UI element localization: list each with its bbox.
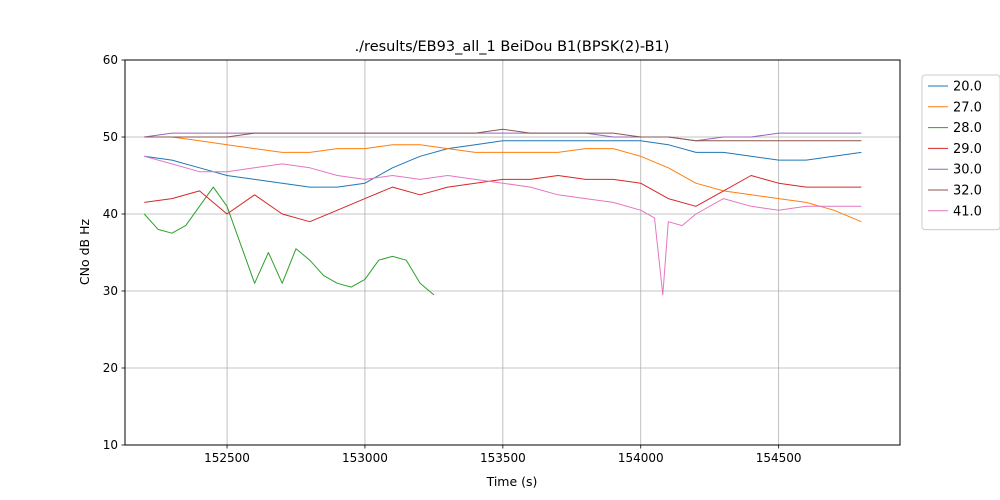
series-line-32-0	[144, 128, 862, 142]
chart-title: ./results/EB93_all_1 BeiDou B1(BPSK(2)-B…	[355, 39, 670, 55]
legend-frame	[921, 74, 1000, 231]
y-tick-label: 10	[103, 438, 118, 452]
series-line-28-0	[143, 186, 435, 296]
legend-label: 32.0	[953, 184, 982, 199]
legend-label: 41.0	[953, 204, 982, 219]
x-tick-label: 153500	[480, 451, 526, 465]
legend: 20.0 27.0 28.0 29.0 30.0 32.0 41.0	[921, 74, 1000, 231]
series-line-20-0	[144, 140, 862, 188]
legend-label: 27.0	[953, 100, 982, 115]
x-tick-label: 153000	[342, 451, 388, 465]
y-tick-label: 40	[103, 207, 118, 221]
x-axis-ticks: 152500 153000 153500 154000 154500	[204, 445, 802, 465]
series-line-29-0	[144, 175, 862, 223]
y-tick-label: 60	[103, 53, 118, 67]
y-tick-label: 20	[103, 361, 118, 375]
x-tick-label: 154000	[618, 451, 664, 465]
x-tick-label: 154500	[756, 451, 802, 465]
series-lines	[143, 128, 862, 296]
legend-label: 28.0	[953, 121, 982, 136]
series-line-27-0	[144, 136, 862, 223]
legend-label: 29.0	[953, 142, 982, 157]
x-tick-label: 152500	[204, 451, 250, 465]
legend-label: 20.0	[953, 80, 982, 95]
y-tick-label: 50	[103, 130, 118, 144]
y-axis-ticks: 10 20 30 40 50 60	[103, 53, 125, 452]
x-axis-label: Time (s)	[486, 474, 538, 489]
series-line-41-0	[144, 155, 862, 296]
plot-area-frame	[124, 59, 901, 446]
y-tick-label: 30	[103, 284, 118, 298]
legend-label: 30.0	[953, 163, 982, 178]
y-axis-label: CNo dB Hz	[77, 218, 92, 285]
